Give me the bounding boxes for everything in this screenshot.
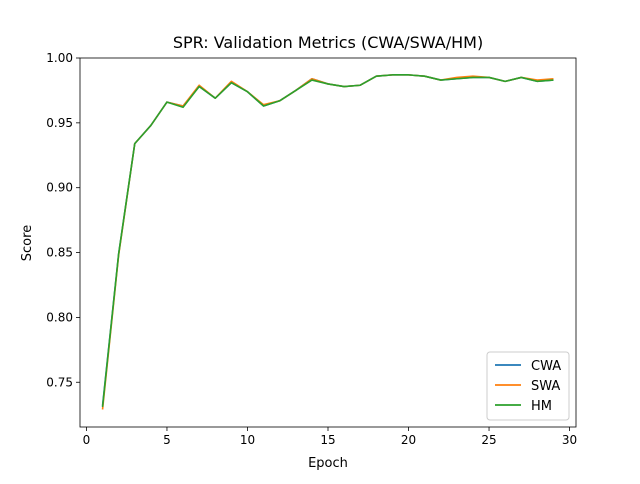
series-line-hm bbox=[101, 74, 554, 407]
series-line-swa bbox=[101, 74, 554, 410]
x-tick-label: 0 bbox=[83, 433, 91, 447]
y-tick-label: 1.00 bbox=[46, 51, 73, 65]
legend-box bbox=[486, 351, 570, 421]
series-line-cwa bbox=[101, 74, 554, 406]
legend-label-swa: SWA bbox=[531, 379, 560, 394]
chart-title: SPR: Validation Metrics (CWA/SWA/HM) bbox=[173, 33, 483, 52]
x-tick-label: 5 bbox=[163, 433, 171, 447]
x-tick-label: 20 bbox=[401, 433, 416, 447]
x-axis-label: Epoch bbox=[308, 456, 348, 471]
legend: CWA SWA HM bbox=[486, 351, 570, 421]
y-axis-label: Score bbox=[20, 225, 35, 261]
legend-label-cwa: CWA bbox=[531, 359, 561, 374]
y-axis: 0.75 0.80 0.85 0.90 0.95 1.00 bbox=[46, 51, 80, 389]
y-tick-label: 0.90 bbox=[46, 181, 73, 195]
y-tick-label: 0.95 bbox=[46, 116, 73, 130]
x-tick-label: 10 bbox=[240, 433, 255, 447]
y-tick-label: 0.80 bbox=[46, 310, 73, 324]
series-layer bbox=[101, 74, 554, 410]
y-tick-label: 0.85 bbox=[46, 246, 73, 260]
x-tick-label: 25 bbox=[481, 433, 496, 447]
x-tick-label: 30 bbox=[562, 433, 577, 447]
x-axis: 0 5 10 15 20 25 30 bbox=[83, 427, 577, 447]
legend-label-hm: HM bbox=[531, 399, 552, 414]
y-tick-label: 0.75 bbox=[46, 375, 73, 389]
x-tick-label: 15 bbox=[320, 433, 335, 447]
